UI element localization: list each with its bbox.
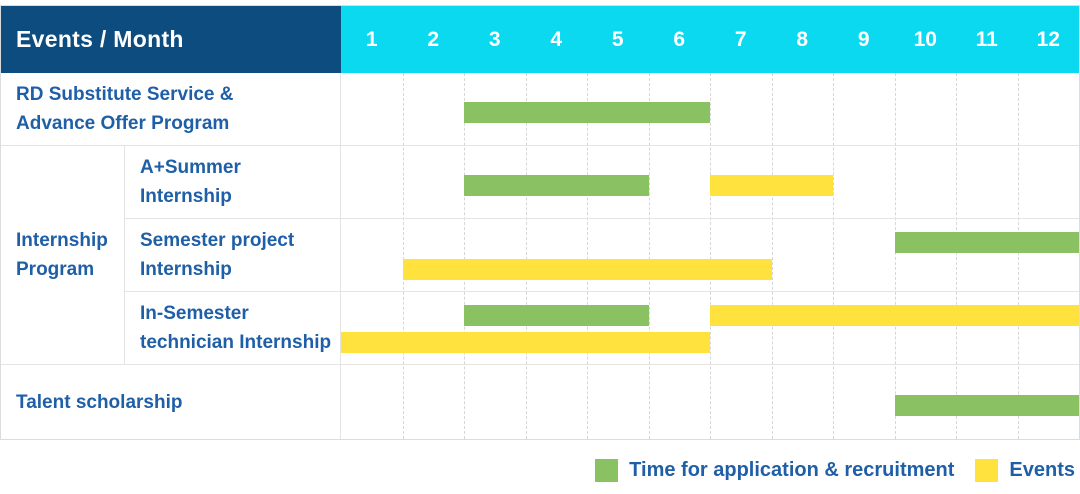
gantt-bar-events (710, 305, 1079, 326)
row-label-line: In-Semester (140, 303, 249, 324)
month-header-cell: 6 (673, 27, 686, 51)
month-gridline (771, 73, 773, 439)
month-header-cell: 1 (365, 27, 378, 51)
row-label-in-semester-technician-internship: In-Semester technician Internship (125, 292, 341, 365)
month-header-cell: 10 (913, 27, 937, 51)
row-label-line: Advance Offer Program (16, 113, 230, 134)
gantt-bar-events (710, 175, 833, 196)
gantt-bar-application_recruitment (894, 395, 1079, 416)
gantt-bar-events (402, 259, 772, 280)
group-label-line: Program (16, 259, 95, 280)
chart-row-in-semester-technician-internship (341, 292, 1079, 365)
legend-item-events: Events (975, 458, 1075, 482)
row-label-line: Internship (140, 186, 232, 207)
gantt-bar-application_recruitment (464, 102, 710, 123)
month-header-cell: 5 (611, 27, 624, 51)
events-month-header: Events / Month (1, 6, 341, 73)
row-label-line: Talent scholarship (16, 391, 183, 413)
chart-row-a-summer-internship (341, 146, 1079, 219)
row-label-semester-project-internship: Semester project Internship (125, 219, 341, 292)
month-header-row: 1 2 3 4 5 6 7 8 9 10 11 12 (341, 6, 1079, 73)
month-header-cell: 7 (734, 27, 747, 51)
month-gridline (710, 73, 711, 439)
legend-swatch-green (595, 458, 619, 482)
chart-row-talent-scholarship (341, 365, 1079, 439)
month-gridline (464, 73, 465, 439)
chart-row-rd-substitute-service (341, 73, 1079, 146)
legend-label-events: Events (1009, 458, 1075, 481)
group-label-line: Internship (16, 230, 108, 251)
month-gridline (402, 73, 404, 439)
events-month-title: Events / Month (16, 26, 184, 52)
gantt-bar-events (341, 332, 710, 353)
legend-label-application-recruitment: Time for application & recruitment (629, 458, 955, 481)
month-header-cell: 9 (857, 27, 870, 51)
legend-swatch-yellow (975, 458, 999, 482)
month-header-cell: 4 (550, 27, 563, 51)
chart-row-semester-project-internship (341, 219, 1079, 292)
month-gridline (525, 73, 527, 439)
month-gridline (833, 73, 834, 439)
row-label-a-summer-internship: A+Summer Internship (125, 146, 341, 219)
month-header-cell: 11 (975, 27, 998, 51)
row-label-line: RD Substitute Service & (16, 84, 234, 105)
row-label-line: Semester project (140, 230, 295, 251)
month-gridline (1017, 73, 1019, 439)
row-label-line: technician Internship (140, 332, 332, 353)
gantt-bar-application_recruitment (464, 175, 649, 196)
group-label-internship-program: Internship Program (1, 146, 125, 365)
month-gridline (587, 73, 588, 439)
row-label-line: A+Summer (140, 157, 241, 178)
month-header-cell: 3 (488, 27, 501, 51)
legend: Time for application & recruitment Event… (595, 452, 1075, 488)
month-header-cell: 12 (1036, 27, 1060, 51)
month-header-cell: 2 (427, 27, 440, 51)
row-label-rd-substitute-service: RD Substitute Service & Advance Offer Pr… (1, 73, 341, 146)
month-gridlines (341, 73, 1079, 439)
month-gridline (894, 73, 896, 439)
row-label-talent-scholarship: Talent scholarship (1, 365, 341, 439)
gantt-bar-application_recruitment (894, 232, 1079, 253)
gantt-table: Events / Month 1 2 3 4 5 6 7 8 9 10 11 12 RD Substi… (0, 5, 1080, 440)
month-header-cell: 8 (796, 27, 809, 51)
gantt-bar-application_recruitment (464, 305, 649, 326)
legend-item-application-recruitment: Time for application & recruitment (595, 458, 955, 482)
row-label-line: Internship (140, 259, 232, 280)
month-gridline (648, 73, 650, 439)
month-gridline (956, 73, 957, 439)
